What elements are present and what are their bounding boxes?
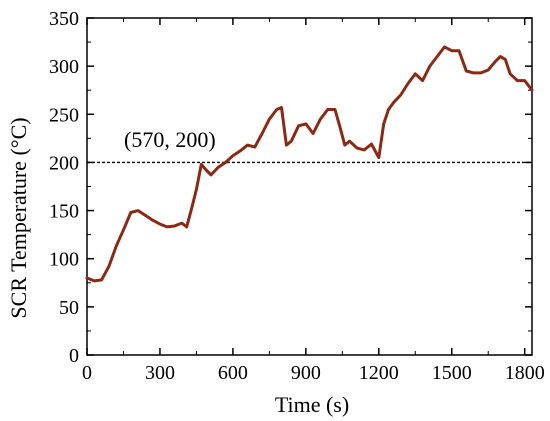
y-tick-label: 150 bbox=[49, 201, 79, 223]
x-tick-label: 1800 bbox=[505, 362, 545, 384]
x-tick-label: 300 bbox=[145, 362, 175, 384]
y-tick-label: 250 bbox=[49, 104, 79, 126]
y-tick-label: 100 bbox=[49, 249, 79, 271]
y-tick-label: 200 bbox=[49, 152, 79, 174]
x-tick-label: 600 bbox=[218, 362, 248, 384]
x-tick-label: 900 bbox=[291, 362, 321, 384]
x-tick-label: 1500 bbox=[432, 362, 472, 384]
y-axis-title: SCR Temperature (°C) bbox=[6, 117, 31, 318]
y-tick-label: 0 bbox=[69, 345, 79, 367]
y-tick-label: 300 bbox=[49, 56, 79, 78]
annotation-label: (570, 200) bbox=[124, 127, 216, 152]
y-tick-label: 50 bbox=[59, 297, 79, 319]
x-tick-label: 1200 bbox=[359, 362, 399, 384]
series-line bbox=[85, 45, 534, 283]
x-axis-title: Time (s) bbox=[275, 392, 349, 417]
x-tick-label: 0 bbox=[82, 362, 92, 384]
y-tick-label: 350 bbox=[49, 8, 79, 30]
